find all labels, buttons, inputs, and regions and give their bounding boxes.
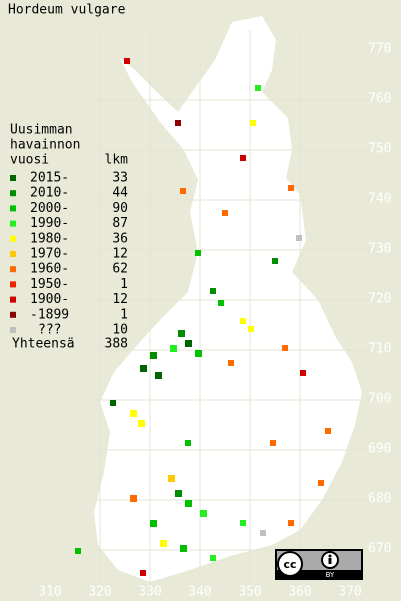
license-label: BY <box>326 571 335 579</box>
x-label: 330 <box>138 585 161 600</box>
x-label: 340 <box>188 585 211 600</box>
legend-swatch <box>10 296 16 303</box>
y-label: 680 <box>368 492 391 507</box>
legend-label: ??? <box>38 323 61 338</box>
legend-count: 36 <box>112 231 128 246</box>
legend-heading: Uusimman <box>10 123 73 138</box>
legend-count-heading: lkm <box>105 153 129 168</box>
legend-label: 1900- <box>30 292 69 307</box>
svg-text:cc: cc <box>283 558 296 571</box>
legend-heading: havainnon <box>10 138 80 153</box>
legend-count: 12 <box>112 247 128 262</box>
legend-swatch <box>10 251 16 257</box>
x-label: 360 <box>288 585 311 600</box>
y-label: 730 <box>368 242 391 257</box>
y-label: 710 <box>368 342 391 357</box>
y-label: 720 <box>368 292 391 307</box>
legend-label: 2000- <box>30 201 69 216</box>
finland-outline <box>94 16 362 582</box>
title: Hordeum vulgare <box>8 3 126 18</box>
legend-swatch <box>10 266 16 273</box>
y-label: 750 <box>368 142 391 157</box>
legend-swatch <box>10 235 16 242</box>
x-label: 350 <box>238 585 261 600</box>
legend-swatch <box>10 327 16 333</box>
legend-swatch <box>10 175 16 181</box>
legend-total-label: Yhteensä <box>12 337 75 352</box>
y-label: 760 <box>368 92 391 107</box>
legend-count: 10 <box>112 323 128 338</box>
legend-count: 90 <box>112 201 128 216</box>
legend-count: 62 <box>112 262 128 277</box>
legend-label: 1970- <box>30 247 69 262</box>
x-label: 320 <box>88 585 111 600</box>
y-label: 670 <box>368 542 391 557</box>
license-badge: cc BY <box>275 549 363 580</box>
legend-count: 44 <box>112 186 128 201</box>
y-label: 740 <box>368 192 391 207</box>
grid <box>90 30 370 590</box>
legend-swatch <box>10 281 16 288</box>
legend-count: 1 <box>120 307 128 322</box>
y-label: 690 <box>368 442 391 457</box>
legend-label: 1990- <box>30 216 69 231</box>
y-label: 770 <box>368 42 391 57</box>
legend-count: 1 <box>120 277 128 292</box>
y-label: 700 <box>368 392 391 407</box>
legend-swatch <box>10 205 16 212</box>
legend-swatch <box>10 190 16 197</box>
legend-label: -1899 <box>30 307 69 322</box>
x-label: 310 <box>38 585 61 600</box>
legend-total: 388 <box>105 337 128 352</box>
legend-swatch <box>10 220 16 227</box>
legend-count: 12 <box>112 292 128 307</box>
legend-swatch <box>10 311 16 318</box>
legend-label: 2015- <box>30 171 69 186</box>
axis-labels: 310 320 330 340 350 360 370 770 760 750 740 730 720 7… <box>38 42 391 600</box>
observations <box>75 58 331 576</box>
legend-label: 1980- <box>30 231 69 246</box>
legend-label: 1960- <box>30 262 69 277</box>
legend-label: 2010- <box>30 186 69 201</box>
legend-count: 33 <box>112 171 128 186</box>
x-label: 370 <box>338 585 361 600</box>
legend-heading: vuosi <box>10 153 49 168</box>
legend-label: 1950- <box>30 277 69 292</box>
legend-count: 87 <box>112 216 128 231</box>
